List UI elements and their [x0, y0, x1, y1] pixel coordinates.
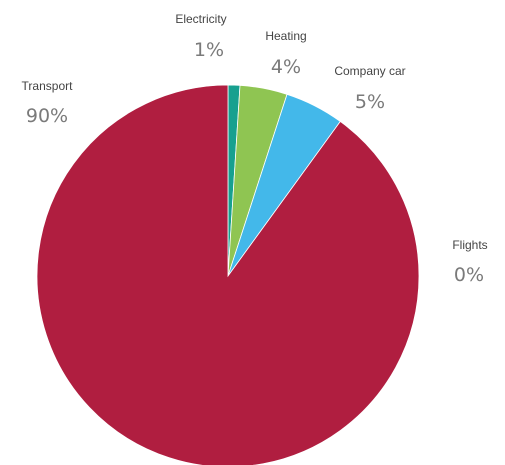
slice-value-company-car: 5% [355, 91, 385, 113]
slice-label-company-car: Company car [334, 64, 405, 78]
slice-label-electricity: Electricity [175, 12, 226, 26]
pie-slice-transport [36, 84, 420, 465]
pie-labels: Electricity 1% Heating 4% Company car 5% Fligh… [22, 12, 488, 286]
slice-label-flights: Flights [452, 238, 487, 252]
slice-value-electricity: 1% [194, 39, 224, 61]
slice-label-heating: Heating [265, 29, 306, 43]
slice-value-flights: 0% [454, 264, 484, 286]
slice-label-transport: Transport [22, 79, 74, 93]
slice-value-heating: 4% [271, 56, 301, 78]
slice-value-transport: 90% [26, 105, 68, 127]
pie-slices [36, 84, 420, 465]
